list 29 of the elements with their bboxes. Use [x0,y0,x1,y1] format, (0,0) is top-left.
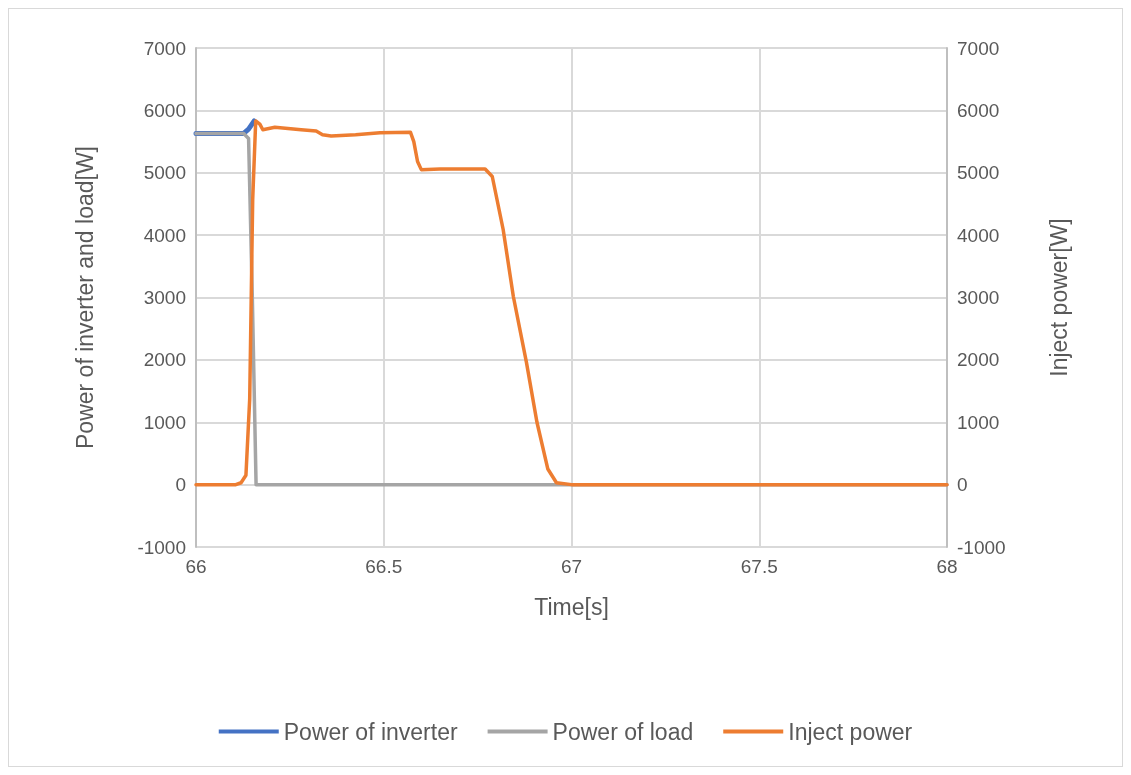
y-tick-label: 6000 [143,99,186,121]
x-axis-title: Time[s] [534,593,609,620]
y2-tick-label: 5000 [957,162,1000,184]
y2-tick-label: 4000 [957,224,1000,246]
y2-tick-label: 6000 [957,99,1000,121]
y2-tick-label: 0 [957,474,968,496]
y-tick-label: -1000 [137,536,186,558]
x-tick-label: 66 [185,556,207,577]
y-tick-label: 3000 [143,287,186,308]
legend-label: Power of load [552,718,694,745]
y2-tick-label: -1000 [957,536,1006,558]
x-tick-label: 68 [936,556,958,577]
y2-tick-label: 3000 [957,287,1000,308]
y-axis-title: Power of inverter and load[W] [71,146,98,449]
x-tick-label: 66.5 [365,556,403,577]
legend-label: Inject power [788,718,913,745]
y-tick-label: 1000 [143,411,186,433]
legend-label: Power of inverter [283,718,458,745]
y-tick-label: 5000 [143,162,186,184]
y-tick-label: 4000 [143,224,186,246]
y-tick-label: 7000 [143,37,186,59]
y2-tick-label: 1000 [957,411,1000,433]
x-tick-label: 67 [560,556,583,577]
y-tick-label: 0 [175,474,186,496]
x-tick-label: 67.5 [740,556,778,577]
y2-tick-label: 2000 [957,349,1000,371]
y-tick-label: 2000 [143,349,186,371]
y2-axis-title: Inject power[W] [1045,218,1072,377]
y2-tick-label: 7000 [957,37,1000,59]
